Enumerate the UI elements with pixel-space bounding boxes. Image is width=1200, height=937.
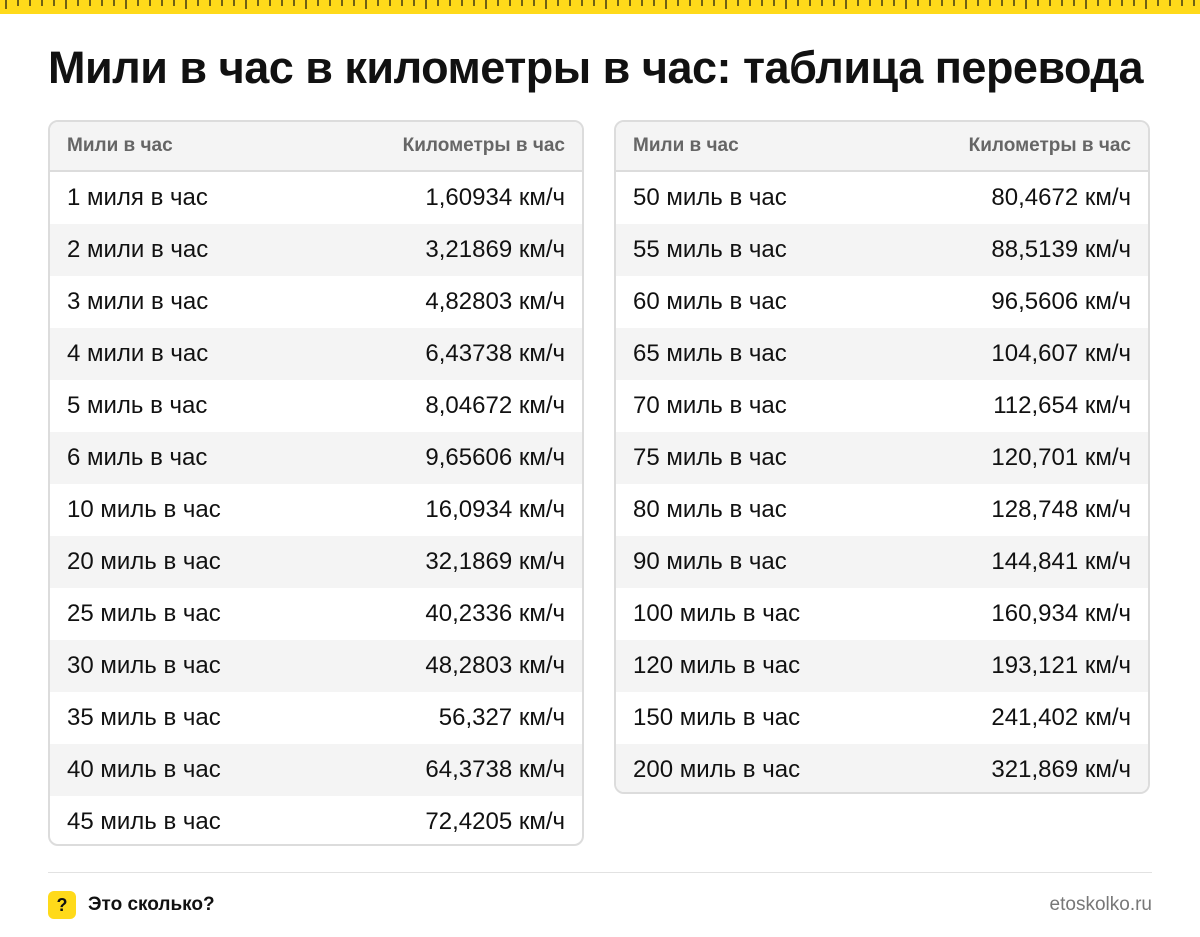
table-row: 30 миль в час 48,2803 км/ч [50, 640, 582, 692]
header-kmh: Километры в час [402, 135, 565, 156]
table-row: 100 миль в час 160,934 км/ч [616, 588, 1148, 640]
table-body: 50 миль в час 80,4672 км/ч 55 миль в час 8… [616, 172, 1148, 792]
table-row: 45 миль в час 72,4205 км/ч [50, 796, 582, 844]
mph-cell: 10 миль в час [67, 496, 221, 523]
mph-cell: 200 миль в час [633, 756, 801, 783]
kmh-cell: 120,701 км/ч [991, 444, 1131, 471]
table-row: 200 миль в час 321,869 км/ч [616, 744, 1148, 792]
mph-cell: 150 миль в час [633, 704, 801, 731]
kmh-cell: 144,841 км/ч [991, 548, 1131, 575]
table-row: 80 миль в час 128,748 км/ч [616, 484, 1148, 536]
mph-cell: 4 мили в час [67, 340, 209, 367]
ruler-strip [0, 0, 1200, 14]
mph-cell: 90 миль в час [633, 548, 787, 575]
table-row: 35 миль в час 56,327 км/ч [50, 692, 582, 744]
mph-cell: 70 миль в час [633, 392, 787, 419]
mph-cell: 6 миль в час [67, 444, 208, 471]
mph-cell: 2 мили в час [67, 236, 209, 263]
header-kmh: Километры в час [968, 135, 1131, 156]
table-header: Мили в час Километры в час [616, 122, 1148, 172]
kmh-cell: 241,402 км/ч [991, 704, 1131, 731]
table-row: 2 мили в час 3,21869 км/ч [50, 224, 582, 276]
mph-cell: 40 миль в час [67, 756, 221, 783]
ruler-ticks [5, 0, 1195, 9]
mph-cell: 20 миль в час [67, 548, 221, 575]
table-row: 55 миль в час 88,5139 км/ч [616, 224, 1148, 276]
table-row: 3 мили в час 4,82803 км/ч [50, 276, 582, 328]
kmh-cell: 112,654 км/ч [993, 392, 1131, 419]
footer-divider [48, 872, 1152, 873]
table-row: 50 миль в час 80,4672 км/ч [616, 172, 1148, 224]
mph-cell: 65 миль в час [633, 340, 787, 367]
kmh-cell: 16,0934 км/ч [425, 496, 565, 523]
table-row: 5 миль в час 8,04672 км/ч [50, 380, 582, 432]
kmh-cell: 321,869 км/ч [991, 756, 1131, 783]
kmh-cell: 56,327 км/ч [438, 704, 565, 731]
conversion-table-right: Мили в час Километры в час 50 миль в час… [614, 120, 1150, 794]
table-row: 1 миля в час 1,60934 км/ч [50, 172, 582, 224]
question-mark-icon: ? [48, 891, 76, 919]
table-row: 65 миль в час 104,607 км/ч [616, 328, 1148, 380]
mph-cell: 50 миль в час [633, 184, 787, 211]
table-row: 20 миль в час 32,1869 км/ч [50, 536, 582, 588]
mph-cell: 120 миль в час [633, 652, 801, 679]
mph-cell: 45 миль в час [67, 808, 221, 835]
table-row: 70 миль в час 112,654 км/ч [616, 380, 1148, 432]
table-row: 120 миль в час 193,121 км/ч [616, 640, 1148, 692]
kmh-cell: 4,82803 км/ч [425, 288, 565, 315]
table-row: 10 миль в час 16,0934 км/ч [50, 484, 582, 536]
header-mph: Мили в час [67, 135, 173, 156]
table-row: 150 миль в час 241,402 км/ч [616, 692, 1148, 744]
mph-cell: 55 миль в час [633, 236, 787, 263]
brand-name: Это сколько? [88, 894, 215, 915]
kmh-cell: 128,748 км/ч [991, 496, 1131, 523]
table-row: 60 миль в час 96,5606 км/ч [616, 276, 1148, 328]
mph-cell: 35 миль в час [67, 704, 221, 731]
mph-cell: 25 миль в час [67, 600, 221, 627]
kmh-cell: 160,934 км/ч [991, 600, 1131, 627]
table-row: 90 миль в час 144,841 км/ч [616, 536, 1148, 588]
table-row: 6 миль в час 9,65606 км/ч [50, 432, 582, 484]
kmh-cell: 48,2803 км/ч [425, 652, 565, 679]
header-mph: Мили в час [633, 135, 739, 156]
mph-cell: 60 миль в час [633, 288, 787, 315]
table-row: 4 мили в час 6,43738 км/ч [50, 328, 582, 380]
kmh-cell: 193,121 км/ч [991, 652, 1131, 679]
kmh-cell: 64,3738 км/ч [425, 756, 565, 783]
kmh-cell: 104,607 км/ч [991, 340, 1131, 367]
kmh-cell: 1,60934 км/ч [425, 184, 565, 211]
kmh-cell: 3,21869 км/ч [425, 236, 565, 263]
site-url: etoskolko.ru [1049, 894, 1152, 915]
kmh-cell: 40,2336 км/ч [425, 600, 565, 627]
kmh-cell: 9,65606 км/ч [425, 444, 565, 471]
page-title: Мили в час в километры в час: таблица пе… [48, 42, 1144, 93]
mph-cell: 1 миля в час [67, 184, 208, 211]
mph-cell: 100 миль в час [633, 600, 801, 627]
mph-cell: 30 миль в час [67, 652, 221, 679]
mph-cell: 5 миль в час [67, 392, 208, 419]
mph-cell: 3 мили в час [67, 288, 209, 315]
mph-cell: 80 миль в час [633, 496, 787, 523]
table-row: 25 миль в час 40,2336 км/ч [50, 588, 582, 640]
kmh-cell: 96,5606 км/ч [991, 288, 1131, 315]
table-body: 1 миля в час 1,60934 км/ч 2 мили в час 3,2… [50, 172, 582, 844]
mph-cell: 75 миль в час [633, 444, 787, 471]
kmh-cell: 32,1869 км/ч [425, 548, 565, 575]
kmh-cell: 8,04672 км/ч [425, 392, 565, 419]
table-row: 75 миль в час 120,701 км/ч [616, 432, 1148, 484]
kmh-cell: 72,4205 км/ч [425, 808, 565, 835]
conversion-table-left: Мили в час Километры в час 1 миля в час 1… [48, 120, 584, 846]
table-row: 40 миль в час 64,3738 км/ч [50, 744, 582, 796]
kmh-cell: 80,4672 км/ч [991, 184, 1131, 211]
table-header: Мили в час Километры в час [50, 122, 582, 172]
kmh-cell: 6,43738 км/ч [425, 340, 565, 367]
kmh-cell: 88,5139 км/ч [991, 236, 1131, 263]
